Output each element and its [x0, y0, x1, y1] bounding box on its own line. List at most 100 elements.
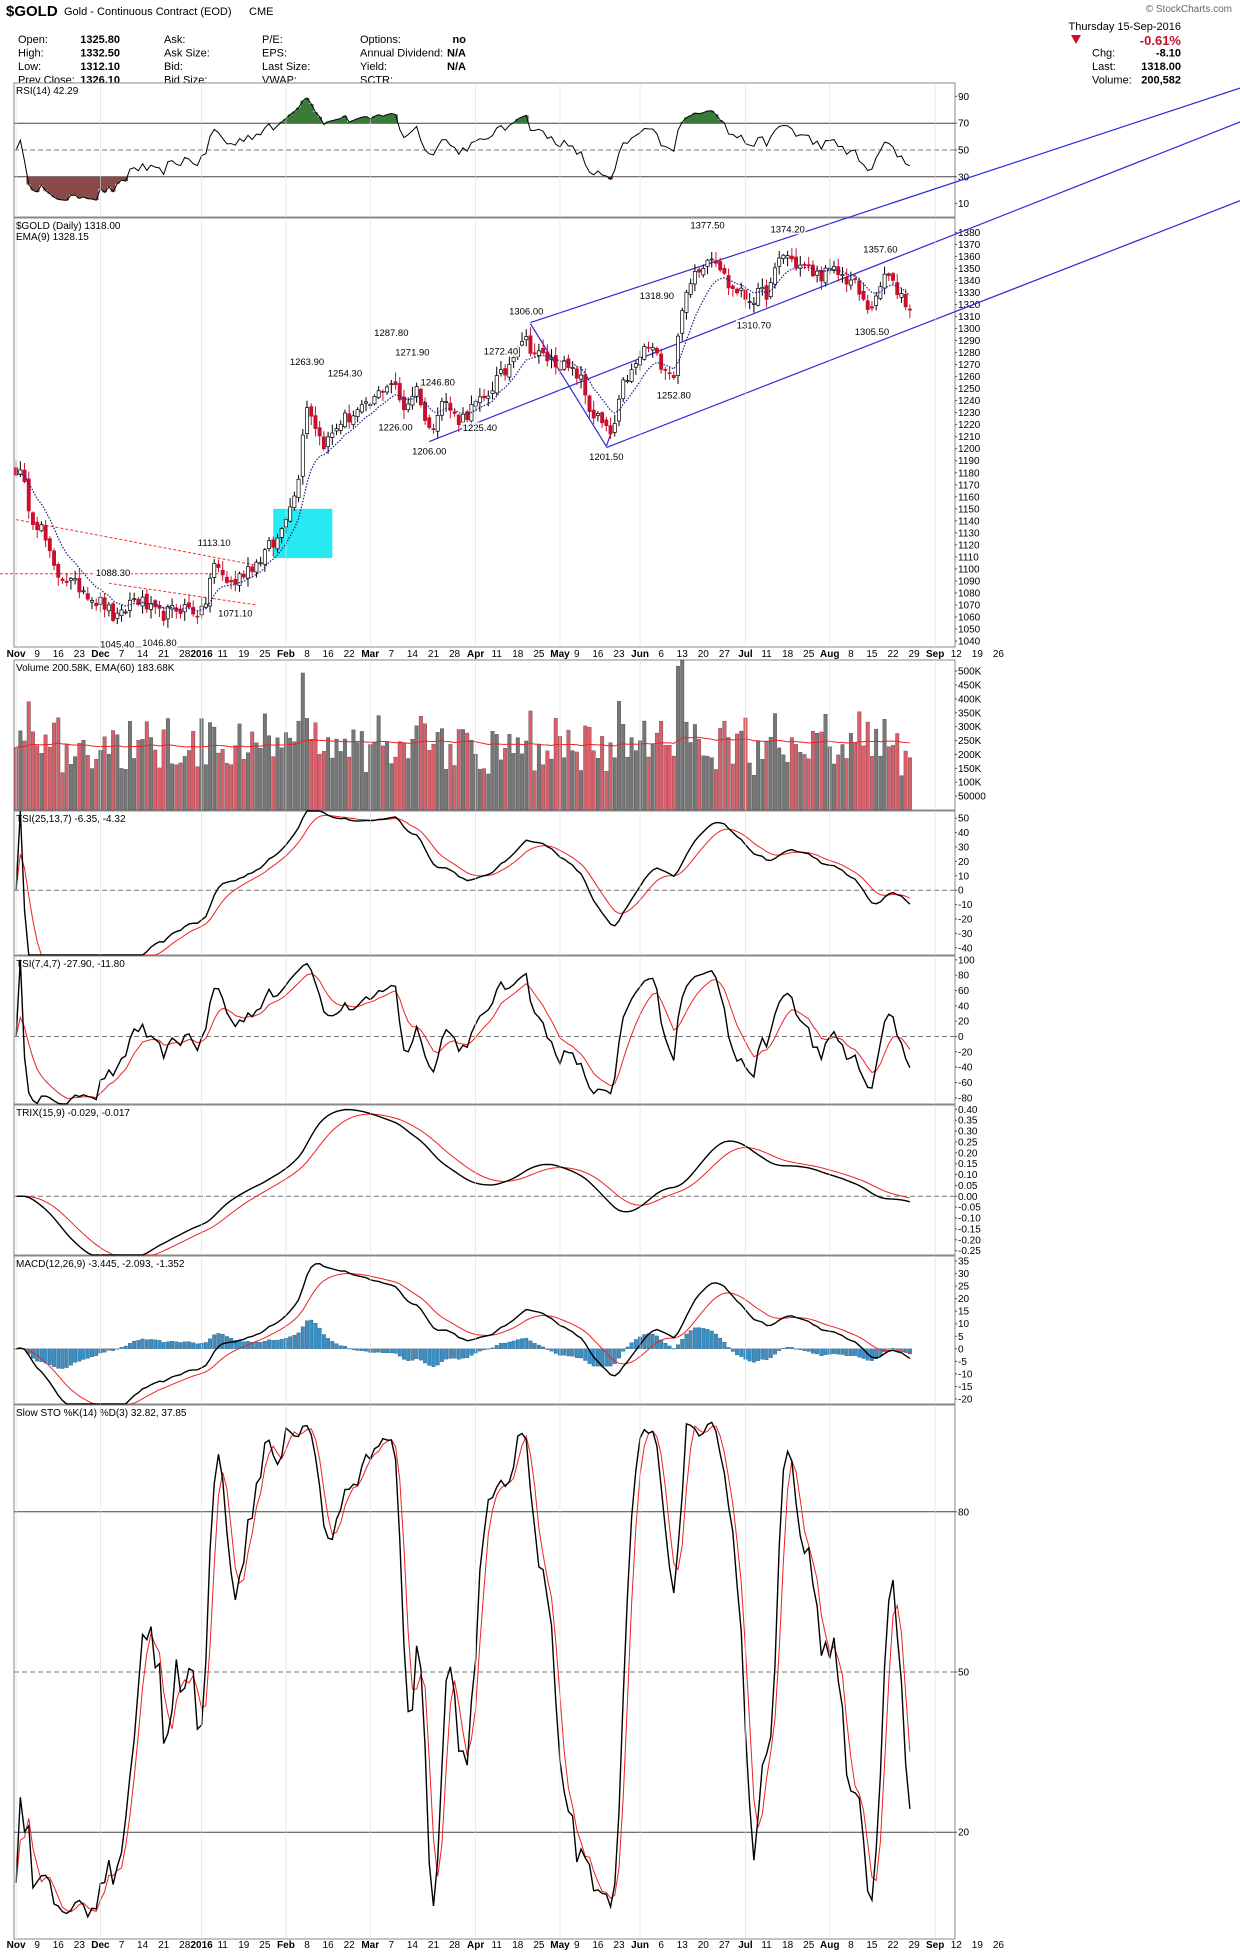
volume-bar [406, 758, 411, 811]
candle [861, 290, 866, 300]
candle [343, 412, 347, 428]
quote-value: 1326.10 [80, 75, 120, 87]
x-axis-label: 27 [719, 649, 731, 660]
candle [642, 346, 647, 360]
candle [296, 478, 301, 498]
quote-label: Options: [360, 34, 401, 46]
macd-histogram-bar [313, 1323, 318, 1349]
x-axis-label: 16 [53, 649, 65, 660]
candle [376, 390, 381, 398]
macd-histogram-bar [541, 1346, 546, 1349]
candle [869, 306, 874, 309]
candle [178, 609, 183, 614]
volume-bar [262, 713, 267, 811]
volume-bar [591, 750, 596, 811]
quote-label: High: [18, 48, 44, 60]
x-axis-label: 8 [848, 649, 854, 660]
volume-bar [128, 721, 132, 811]
candle [524, 336, 529, 341]
macd-histogram-bar [503, 1342, 508, 1349]
volume-bar [465, 732, 470, 811]
x-axis-label: Jun [631, 649, 649, 660]
candle [60, 578, 65, 581]
macd-histogram-bar [629, 1342, 634, 1349]
macd-histogram-bar [372, 1348, 377, 1353]
candle [528, 335, 533, 354]
volume-bar [684, 721, 689, 811]
candle [338, 423, 343, 431]
panel-macd: MACD(12,26,9) -3.445, -2.093, -1.352 3530… [13, 1255, 973, 1405]
axis-tick: 1080 [958, 588, 981, 599]
price-annotation: 1272.40 [484, 347, 518, 358]
volume-bar [680, 659, 685, 811]
change-percent: -0.61% [1140, 33, 1182, 48]
volume-bar [612, 757, 617, 811]
axis-tick: 50000 [958, 792, 986, 803]
quote-fields: Open: 1325.80 High: 1332.50 Low: 1312.10 Prev … [18, 34, 1181, 87]
price-annotation: 1305.50 [855, 327, 889, 338]
volume-bar [31, 731, 35, 811]
candle [216, 563, 221, 568]
x-axis-label: Feb [277, 1940, 295, 1951]
macd-histogram-bar [233, 1340, 238, 1349]
quote-label: Bid: [164, 61, 183, 73]
macd-histogram-bar [431, 1348, 436, 1367]
macd-histogram-bar [899, 1348, 904, 1351]
axis-tick: 0 [958, 1344, 964, 1355]
volume-bar [705, 755, 710, 811]
candle [359, 404, 364, 413]
price-annotation: 1377.50 [690, 220, 724, 231]
candle [574, 368, 579, 379]
volume-bar [439, 728, 444, 811]
candle [579, 374, 583, 380]
candle [385, 386, 390, 393]
macd-histogram-bar [520, 1338, 524, 1349]
exchange: CME [249, 6, 273, 18]
candle [853, 278, 858, 281]
volume-bar [288, 737, 293, 811]
volume-bar [511, 753, 516, 811]
volume-bar [853, 742, 858, 811]
macd-histogram-bar [777, 1348, 782, 1351]
indicator-line [15, 810, 911, 956]
candle [714, 260, 718, 264]
macd-histogram-bar [515, 1339, 520, 1349]
panel-trix: TRIX(15,9) -0.029, -0.017 0.400.350.300.2… [13, 1104, 981, 1257]
price-annotation: 1374.20 [770, 224, 804, 235]
x-axis-label: 22 [887, 649, 899, 660]
candle [810, 264, 815, 277]
macd-histogram-bar [111, 1348, 115, 1351]
axis-tick: 300K [958, 722, 982, 733]
volume-bar [119, 768, 124, 811]
candle [722, 268, 727, 274]
x-axis-label: 6 [658, 1940, 664, 1951]
quote-value: 200,582 [1141, 75, 1181, 87]
panel-rsi: RSI(14) 42.29 90 70 50 30 10 [13, 82, 970, 218]
macd-histogram-bar [768, 1348, 773, 1358]
price-annotation: 1046.80 [142, 638, 176, 649]
rsi-overbought-fill [279, 97, 727, 124]
quote-label: Low: [18, 61, 41, 73]
x-axis-label: 13 [677, 1940, 689, 1951]
axis-tick: 1300 [958, 324, 981, 335]
axis-tick: 0.00 [958, 1192, 978, 1203]
axis-tick: 20 [958, 857, 970, 868]
macd-histogram-bar [739, 1348, 744, 1357]
panel-frame [13, 1104, 956, 1256]
macd-histogram-bar [811, 1348, 815, 1354]
candle [671, 375, 676, 379]
macd-histogram-bar [47, 1348, 52, 1365]
macd-histogram-bar [650, 1333, 655, 1349]
candle [275, 537, 280, 550]
macd-histogram-bar [549, 1348, 554, 1352]
axis-tick: 0.35 [958, 1116, 978, 1127]
volume-bar [402, 742, 406, 811]
annotation-bg [217, 607, 254, 619]
x-axis-label: Mar [361, 649, 379, 660]
candle [35, 521, 40, 531]
macd-histogram-bar [469, 1348, 474, 1356]
volume-bar [663, 745, 668, 811]
macd-histogram-bar [39, 1348, 44, 1362]
volume-bar [507, 734, 512, 811]
